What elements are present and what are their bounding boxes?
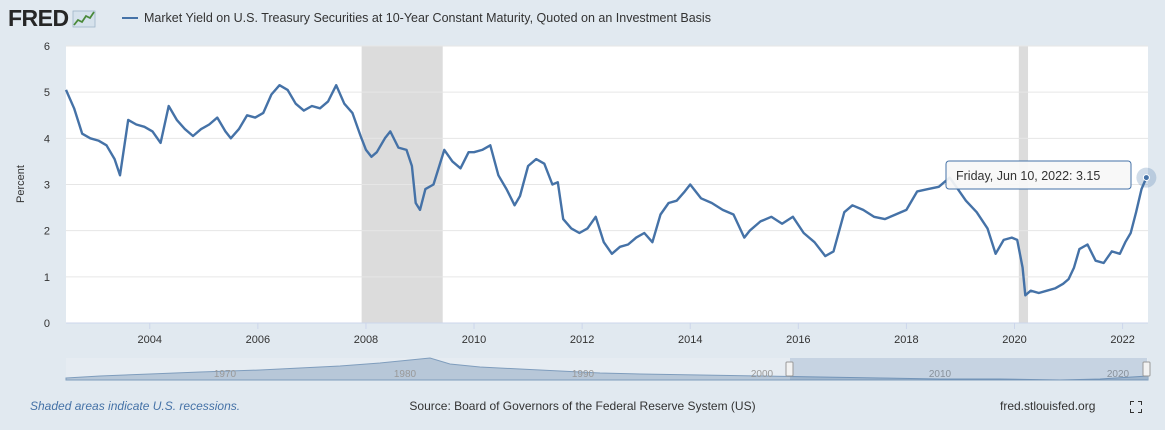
tooltip-label: Friday, Jun 10, 2022: bbox=[956, 169, 1076, 183]
navigator-label-2020: 2020 bbox=[1107, 369, 1130, 380]
y-tick-label-6: 6 bbox=[44, 41, 50, 53]
x-tick-label-2010: 2010 bbox=[462, 334, 486, 346]
tooltip: Friday, Jun 10, 2022: 3.15 bbox=[945, 160, 1132, 190]
x-tick-label-2006: 2006 bbox=[246, 334, 270, 346]
x-tick-label-2012: 2012 bbox=[570, 334, 594, 346]
x-tick-label-2004: 2004 bbox=[138, 334, 162, 346]
recession-note: Shaded areas indicate U.S. recessions. bbox=[30, 399, 241, 413]
y-tick-label-0: 0 bbox=[44, 318, 50, 330]
x-tick-label-2018: 2018 bbox=[894, 334, 918, 346]
x-tick-label-2014: 2014 bbox=[678, 334, 702, 346]
chart[interactable]: 0 1 2 3 4 5 6 2004 2006 2008 2010 2012 2014 2016 2018… bbox=[0, 38, 1165, 390]
x-tick-label-2008: 2008 bbox=[354, 334, 378, 346]
y-tick-label-4: 4 bbox=[44, 133, 50, 145]
fullscreen-icon[interactable] bbox=[1130, 401, 1142, 413]
y-tick-label-2: 2 bbox=[44, 226, 50, 238]
y-axis-label: Percent bbox=[15, 165, 27, 203]
tooltip-value: 3.15 bbox=[1076, 169, 1100, 183]
gridlines bbox=[66, 45, 1148, 278]
x-tick-label-2022: 2022 bbox=[1110, 334, 1134, 346]
fred-logo-text: FRED bbox=[8, 4, 69, 31]
fred-logo[interactable]: FRED bbox=[8, 5, 96, 31]
y-axis: 0 1 2 3 4 5 6 bbox=[44, 41, 50, 330]
y-tick-label-3: 3 bbox=[44, 180, 50, 192]
navigator-handle-left[interactable] bbox=[785, 361, 794, 377]
navigator-label-2010: 2010 bbox=[929, 369, 952, 380]
navigator-sparkline bbox=[65, 357, 1149, 381]
chart-legend: Market Yield on U.S. Treasury Securities… bbox=[122, 9, 711, 27]
navigator-labels: 1970 1980 1990 2000 2010 2020 bbox=[214, 369, 1130, 380]
chart-header: FRED Market Yield on U.S. Treasury Secur… bbox=[0, 0, 1165, 38]
navigator-label-1990: 1990 bbox=[572, 369, 595, 380]
y-tick-label-1: 1 bbox=[44, 272, 50, 284]
navigator-label-1980: 1980 bbox=[394, 369, 417, 380]
tooltip-text: Friday, Jun 10, 2022: 3.15 bbox=[956, 169, 1100, 183]
navigator-label-2000: 2000 bbox=[751, 369, 774, 380]
x-axis: 2004 2006 2008 2010 2012 2014 2016 2018 2020 2022 bbox=[66, 322, 1148, 346]
legend-swatch bbox=[122, 17, 138, 19]
navigator-selection[interactable] bbox=[790, 358, 1147, 380]
source-text: Source: Board of Governors of the Federa… bbox=[409, 399, 756, 413]
x-tick-label-2016: 2016 bbox=[786, 334, 810, 346]
navigator-label-1970: 1970 bbox=[214, 369, 237, 380]
hover-marker[interactable] bbox=[1142, 174, 1150, 182]
series-line bbox=[64, 84, 1148, 297]
y-tick-label-5: 5 bbox=[44, 87, 50, 99]
x-tick-label-2020: 2020 bbox=[1002, 334, 1026, 346]
site-link[interactable]: fred.stlouisfed.org bbox=[1000, 399, 1096, 413]
navigator-handle-right[interactable] bbox=[1142, 361, 1151, 377]
tooltip-box bbox=[945, 160, 1132, 190]
range-navigator[interactable]: 1970 1980 1990 2000 2010 2020 bbox=[65, 357, 1151, 381]
fred-logo-graph-icon bbox=[72, 10, 96, 28]
legend-label: Market Yield on U.S. Treasury Securities… bbox=[144, 11, 711, 25]
